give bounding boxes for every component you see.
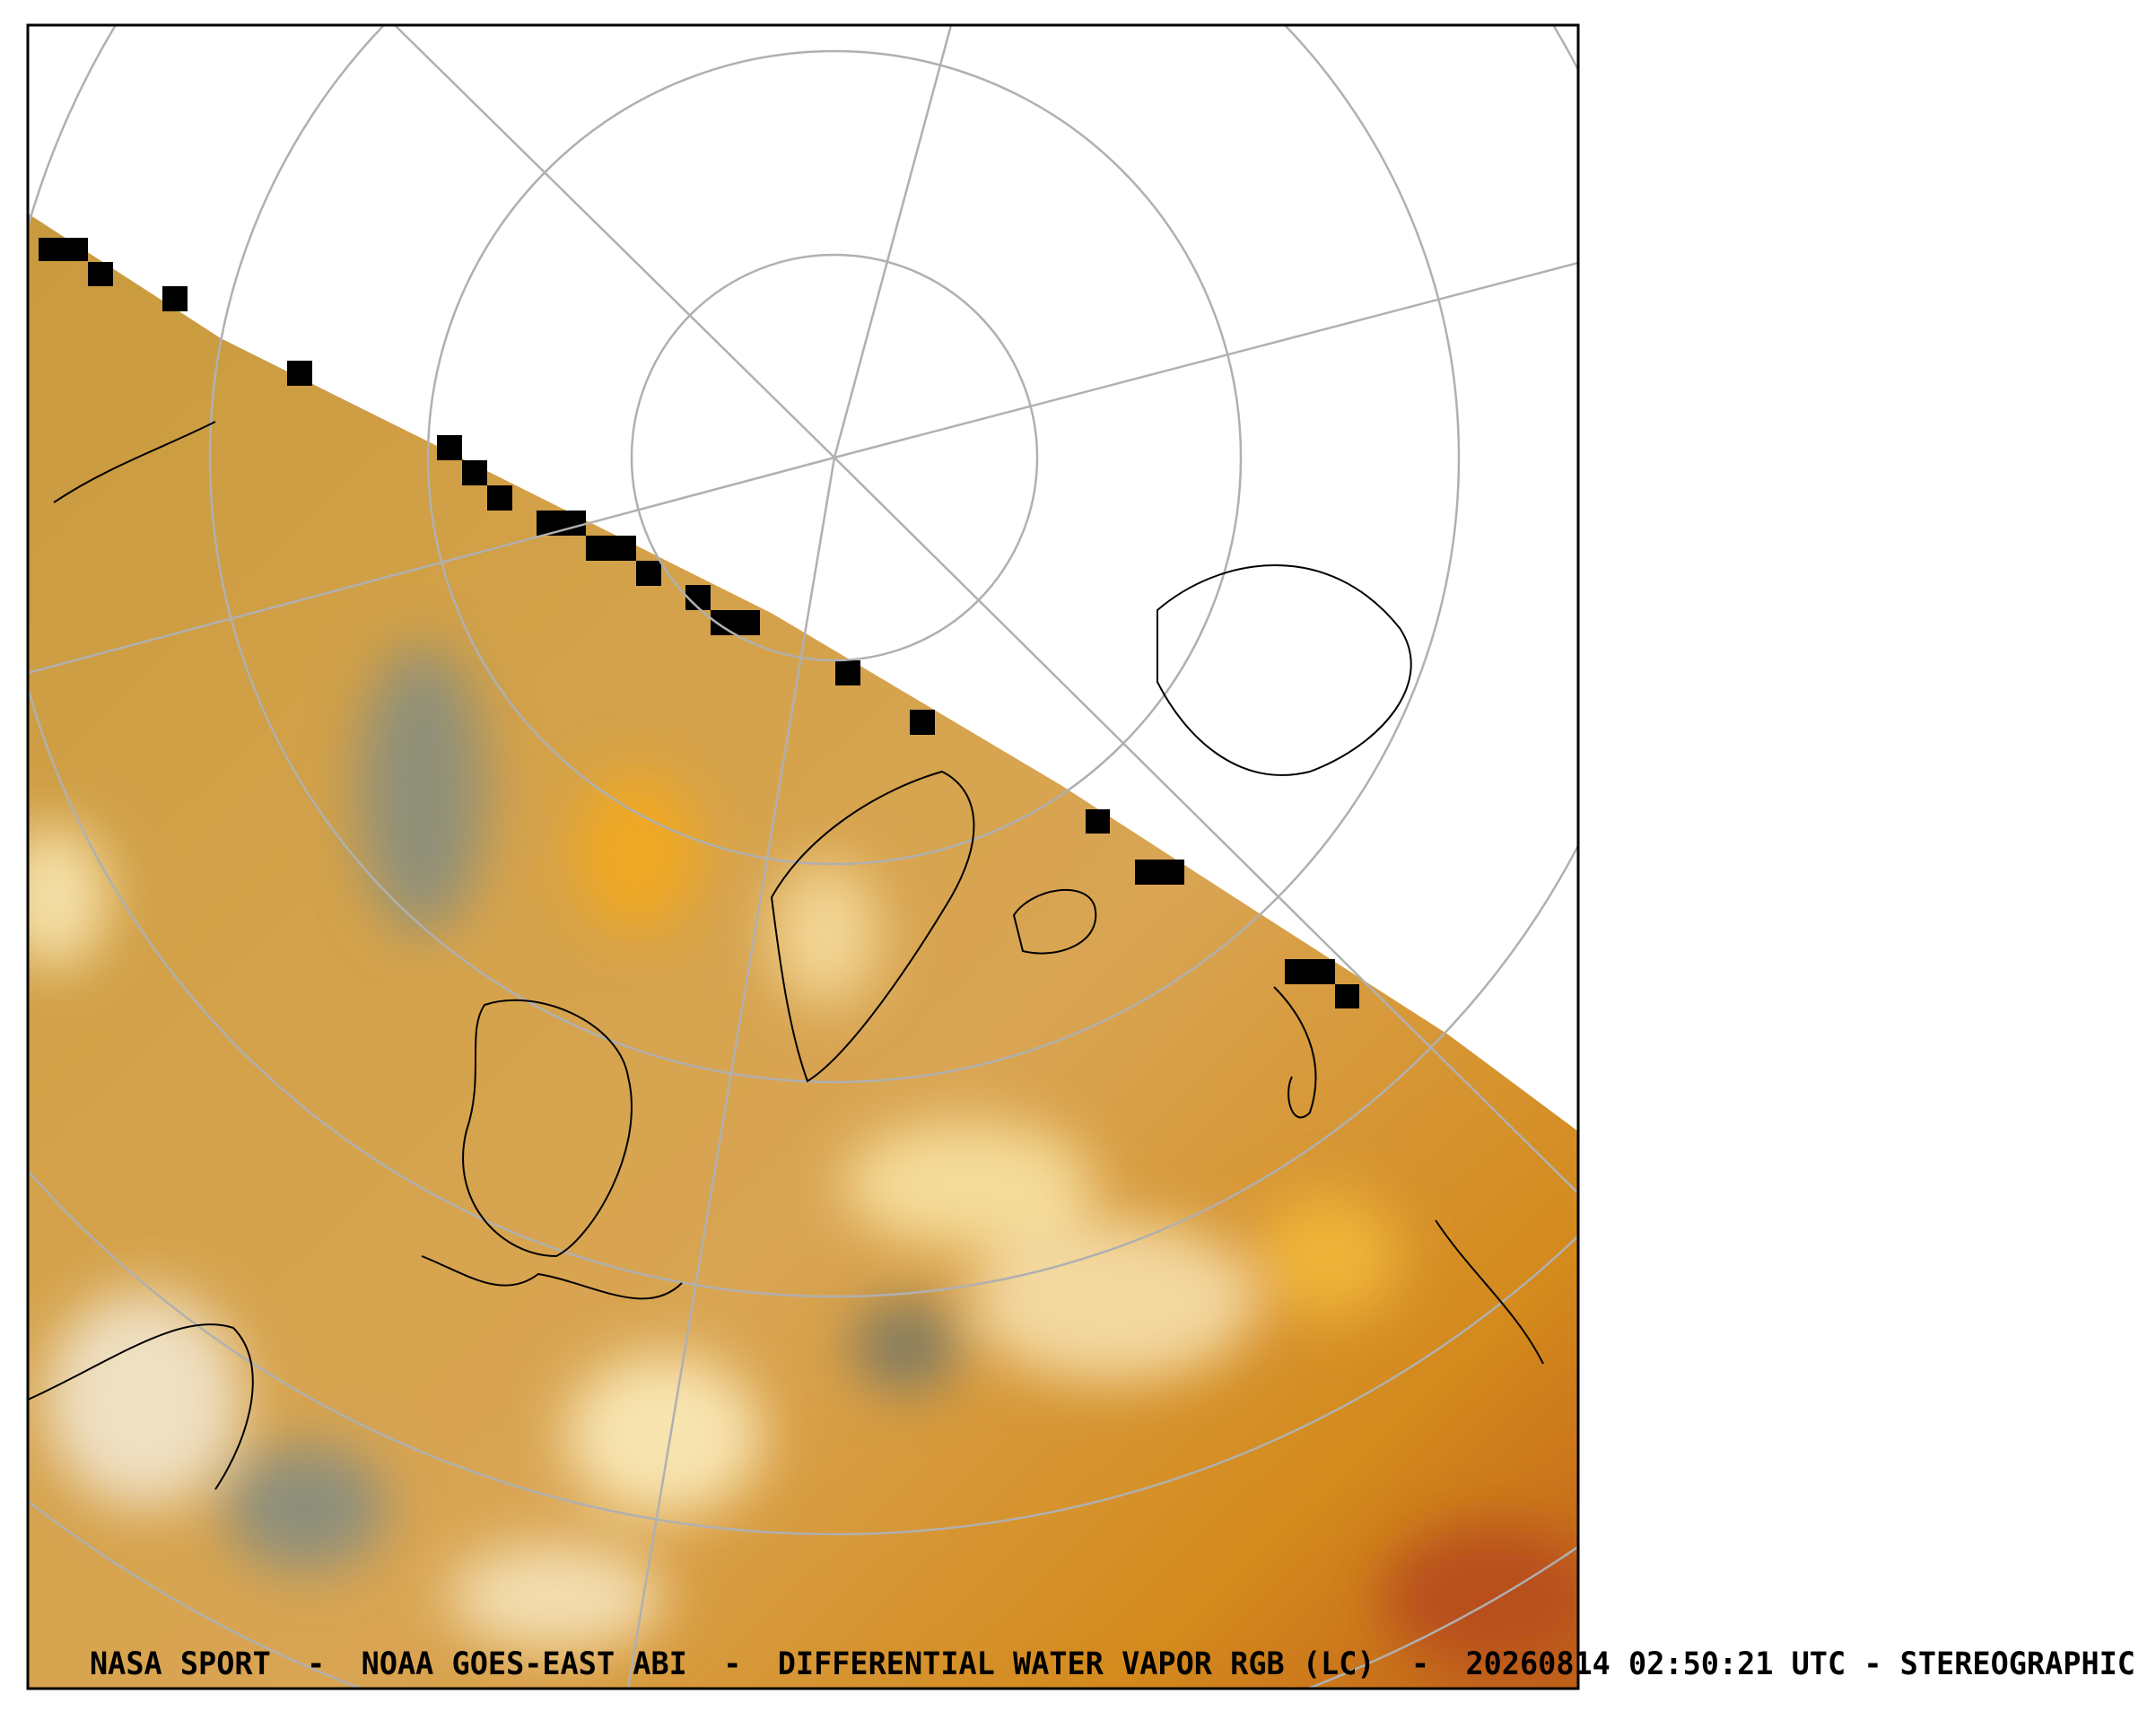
imagery-texture	[28, 646, 1578, 1669]
caption: NASA SPORT - NOAA GOES-EAST ABI - DIFFER…	[90, 1646, 2135, 1682]
missing-pixels	[39, 238, 1359, 1008]
coastlines	[28, 421, 1544, 1490]
map-frame	[26, 23, 1580, 1690]
